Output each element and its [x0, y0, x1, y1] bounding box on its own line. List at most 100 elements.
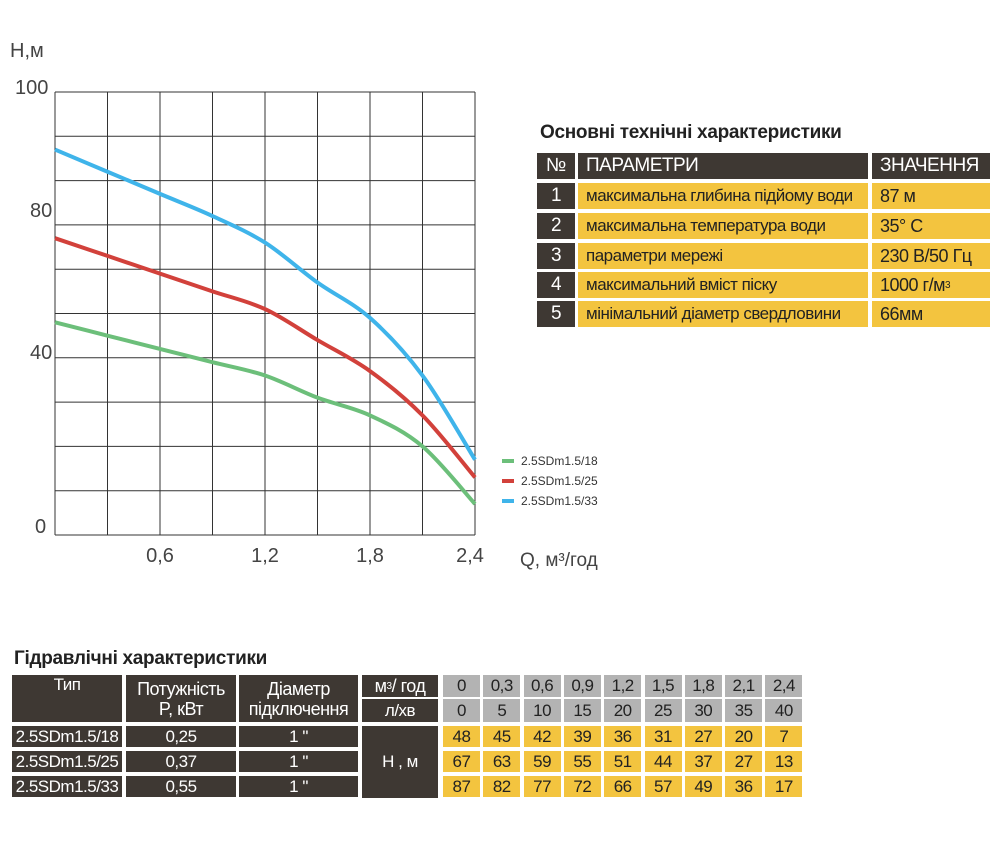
row-parameter: мінімальний діаметр свердловини — [578, 301, 868, 327]
head-value: 37 — [684, 751, 722, 772]
head-value: 17 — [765, 776, 803, 797]
flow-m3h: 0,3 — [483, 675, 521, 697]
flow-lmin: 40 — [765, 699, 803, 722]
head-value: 77 — [523, 776, 561, 797]
header-type: Тип — [12, 675, 122, 722]
head-value: 55 — [563, 751, 601, 772]
pump-curve-chart: Н,м 100 80 40 0 0,6 1,2 1,8 2,4 Q, м³/год 2.5SDm1.… — [10, 40, 598, 571]
row-number: 2 — [537, 213, 575, 239]
model-diameter: 1 " — [239, 726, 358, 747]
row-value: 66мм — [872, 301, 990, 327]
head-value: 63 — [483, 751, 521, 772]
head-value: 82 — [483, 776, 521, 797]
head-value: 51 — [604, 751, 642, 772]
flow-lmin: 10 — [523, 699, 561, 722]
y-tick-label: 40 — [30, 342, 52, 364]
flow-m3h: 0,6 — [523, 675, 561, 697]
model-type: 2.5SDm1.5/18 — [12, 726, 122, 747]
header-diameter-line2: підключення — [248, 698, 349, 719]
y-tick-label: 80 — [30, 200, 52, 222]
model-power: 0,25 — [126, 726, 236, 747]
y-axis-label: Н,м — [10, 40, 44, 62]
head-value: 87 — [443, 776, 480, 797]
header-power-line1: Потужність — [137, 678, 225, 699]
hydro-title: Гідравлічні характеристики — [14, 648, 268, 669]
flow-m3h: 1,2 — [604, 675, 642, 697]
head-value: 57 — [644, 776, 682, 797]
header-value: ЗНАЧЕННЯ — [872, 153, 990, 179]
head-value: 36 — [604, 726, 642, 747]
flow-lmin: 35 — [725, 699, 763, 722]
model-diameter: 1 " — [239, 751, 358, 772]
flow-m3h: 1,8 — [684, 675, 722, 697]
head-value: 7 — [765, 726, 803, 747]
head-value: 13 — [765, 751, 803, 772]
model-power: 0,55 — [126, 776, 236, 797]
row-value: 87 м — [872, 183, 990, 209]
flow-m3h: 0,9 — [563, 675, 601, 697]
header-diameter-line1: Діаметр — [267, 678, 330, 699]
row-value: 1000 г/м 3 — [872, 272, 990, 298]
legend-label: 2.5SDm1.5/33 — [521, 494, 598, 508]
specs-title: Основні технічні характеристики — [540, 122, 842, 143]
header-number: № — [537, 153, 575, 179]
header-diameter: Діаметр підключення — [239, 675, 358, 722]
row-parameter: максимальна глибина підйому води — [578, 183, 868, 209]
flow-m3h: 2,1 — [725, 675, 763, 697]
model-diameter: 1 " — [239, 776, 358, 797]
row-parameter: максимальний вміст піску — [578, 272, 868, 298]
head-value: 59 — [523, 751, 561, 772]
flow-m3h: 2,4 — [765, 675, 803, 697]
row-number: 3 — [537, 243, 575, 269]
model-power: 0,37 — [126, 751, 236, 772]
x-tick-label: 2,4 — [456, 545, 484, 567]
y-tick-label: 0 — [35, 516, 46, 538]
unit-lmin: л/хв — [362, 699, 438, 722]
head-value: 45 — [483, 726, 521, 747]
head-value: 44 — [644, 751, 682, 772]
unit-head: Н , м — [362, 726, 438, 798]
header-power-line2: P, кВт — [158, 698, 204, 719]
legend-label: 2.5SDm1.5/18 — [521, 454, 598, 468]
head-value: 39 — [563, 726, 601, 747]
row-value: 35° C — [872, 213, 990, 239]
head-value: 27 — [725, 751, 763, 772]
model-type: 2.5SDm1.5/33 — [12, 776, 122, 797]
head-value: 42 — [523, 726, 561, 747]
model-type: 2.5SDm1.5/25 — [12, 751, 122, 772]
row-parameter: параметри мережі — [578, 243, 868, 269]
row-number: 5 — [537, 301, 575, 327]
flow-m3h: 1,5 — [644, 675, 682, 697]
unit-m3h: м 3/ год — [362, 675, 438, 697]
series-line — [54, 147, 477, 461]
flow-lmin: 20 — [604, 699, 642, 722]
head-value: 20 — [725, 726, 763, 747]
flow-lmin: 5 — [483, 699, 521, 722]
head-value: 36 — [725, 776, 763, 797]
y-tick-label: 100 — [15, 77, 48, 99]
head-value: 48 — [443, 726, 480, 747]
series-line — [54, 320, 477, 506]
row-value: 230 В/50 Гц — [872, 243, 990, 269]
row-number: 4 — [537, 272, 575, 298]
legend-label: 2.5SDm1.5/25 — [521, 474, 598, 488]
header-power: Потужність P, кВт — [126, 675, 236, 722]
flow-lmin: 0 — [443, 699, 480, 722]
head-value: 27 — [684, 726, 722, 747]
head-value: 49 — [684, 776, 722, 797]
row-parameter: максимальна температура води — [578, 213, 868, 239]
flow-lmin: 15 — [563, 699, 601, 722]
head-value: 67 — [443, 751, 480, 772]
x-axis-label: Q, м³/год — [520, 550, 598, 571]
head-value: 66 — [604, 776, 642, 797]
head-value: 72 — [563, 776, 601, 797]
header-parameters: ПАРАМЕТРИ — [578, 153, 868, 179]
series-line — [54, 236, 477, 479]
flow-m3h: 0 — [443, 675, 480, 697]
flow-lmin: 30 — [684, 699, 722, 722]
x-tick-label: 1,8 — [356, 545, 384, 567]
x-tick-label: 1,2 — [251, 545, 279, 567]
x-tick-label: 0,6 — [146, 545, 174, 567]
flow-lmin: 25 — [644, 699, 682, 722]
head-value: 31 — [644, 726, 682, 747]
